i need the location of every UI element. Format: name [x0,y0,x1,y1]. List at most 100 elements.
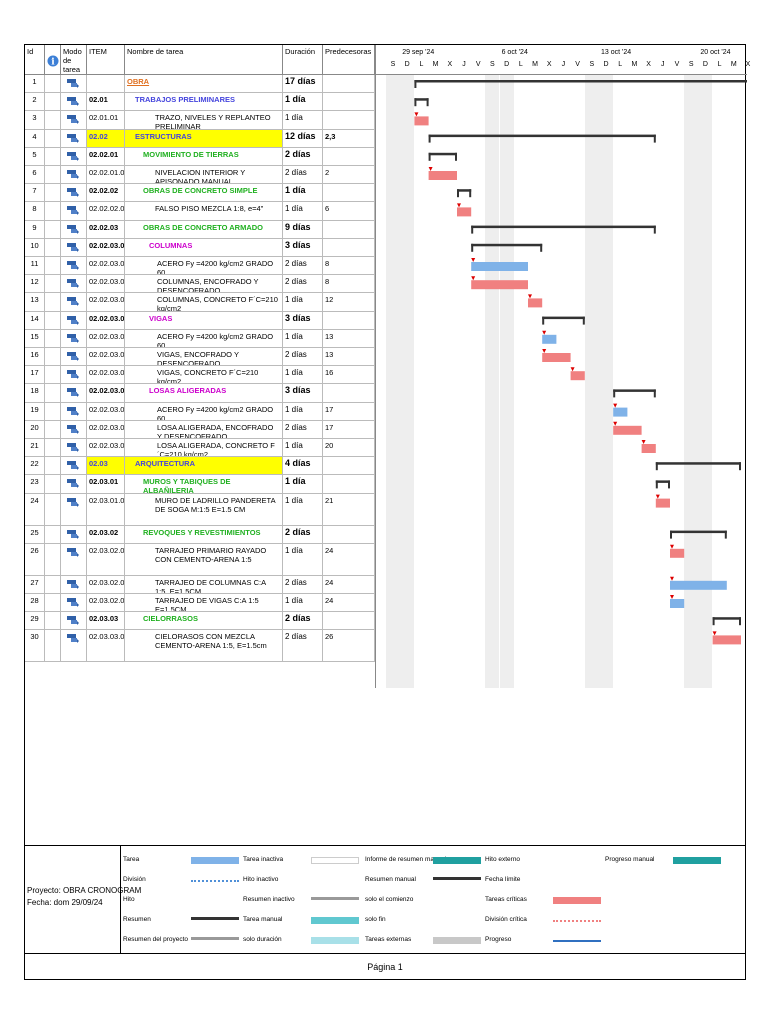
summary-bar[interactable] [471,225,656,234]
table-row[interactable]: 22 02.03 ARQUITECTURA 4 días [25,457,375,476]
row-item: 02.03.02 [87,525,125,543]
table-row[interactable]: 2 02.01 TRABAJOS PRELIMINARES 1 día [25,93,375,112]
row-id-text: 10 [30,240,39,250]
task-bar[interactable] [471,262,528,271]
summary-bar[interactable] [414,80,747,88]
row-duration: 1 día [283,439,323,457]
critical-task-bar[interactable] [414,116,429,126]
day-label: X [447,61,453,68]
table-row[interactable]: 11 02.02.03.04.01 ACERO Fy =4200 kg/cm2 GR… [25,257,375,276]
row-item: 02.02.03.07.01 [87,329,125,347]
task-mode-icon [67,151,79,161]
table-row[interactable]: 12 02.02.03.04.02 COLUMNAS, ENCOFRADO Y DE… [25,275,375,294]
critical-task-bar[interactable] [641,444,656,453]
table-row[interactable]: 10 02.02.03.04 COLUMNAS 3 días [25,238,375,257]
row-name-text: MUROS Y TABIQUES DE ALBAÑILERIA [143,477,231,493]
table-row[interactable]: 15 02.02.03.07.01 ACERO Fy =4200 kg/cm2 GR… [25,329,375,348]
row-item: 02.02.03.09 [87,384,125,402]
task-bar[interactable] [613,407,628,417]
row-item: 02.02.03.09.04 [87,439,125,457]
row-predecessors [323,525,375,543]
critical-task-bar[interactable] [570,371,585,381]
table-row[interactable]: 6 02.02.01.03 NIVELACION INTERIOR Y APISON… [25,166,375,185]
summary-bar[interactable] [414,98,429,107]
table-row[interactable]: 17 02.02.03.07.03 VIGAS, CONCRETO F´C=210 … [25,366,375,385]
critical-task-bar[interactable] [655,498,670,508]
table-row[interactable]: 16 02.02.03.07.02 VIGAS, ENCOFRADO Y DESEN… [25,348,375,367]
legend-label: solo el comienzo [365,896,414,903]
row-id: 12 [25,275,45,293]
table-row[interactable]: 29 02.03.03 CIELORRASOS 2 días [25,612,375,631]
row-name: VIGAS, CONCRETO F´C=210 kg/cm2 [125,366,283,384]
row-predecessors-text: 13 [325,350,334,359]
table-row[interactable]: 27 02.03.02.04 TARRAJEO DE COLUMNAS C:A 1:… [25,575,375,594]
row-predecessors [323,311,375,329]
table-row[interactable]: 3 02.01.01 TRAZO, NIVELES Y REPLANTEO PREL… [25,111,375,130]
summary-bar[interactable] [670,530,727,539]
task-bar[interactable] [670,599,685,608]
link-arrow [613,421,618,426]
row-id: 18 [25,384,45,402]
table-row[interactable]: 23 02.03.01 MUROS Y TABIQUES DE ALBAÑILERI… [25,475,375,494]
row-predecessors: 16 [323,366,375,384]
link-arrow [457,203,461,208]
critical-task-bar[interactable] [471,280,528,290]
summary-bar[interactable] [613,389,656,398]
row-duration-text: 2 días [285,526,311,537]
critical-task-bar[interactable] [457,207,472,217]
table-row[interactable]: 13 02.02.03.04.03 COLUMNAS, CONCRETO F´C=2… [25,293,375,312]
table-row[interactable]: 21 02.02.03.09.04 LOSA ALIGERADA, CONCRETO… [25,439,375,458]
critical-task-bar[interactable] [428,171,457,180]
table-row[interactable]: 14 02.02.03.07 VIGAS 3 días [25,311,375,330]
table-row[interactable]: 4 02.02 ESTRUCTURAS 12 días 2,3 [25,129,375,148]
row-info [45,630,61,662]
table-row[interactable]: 1 OBRA 17 días [25,75,375,94]
critical-task-bar[interactable] [670,548,685,558]
day-label: D [404,61,410,68]
row-name: ARQUITECTURA [125,457,283,475]
table-row[interactable]: 7 02.02.02 OBRAS DE CONCRETO SIMPLE 1 día [25,184,375,203]
task-bar[interactable] [670,580,727,590]
legend-label: Resumen del proyecto [123,936,189,943]
table-row[interactable]: 30 02.03.03.01 CIELORASOS CON MEZCLA CEMEN… [25,630,375,663]
link-arrow [655,494,660,499]
summary-bar[interactable] [542,316,585,325]
table-row[interactable]: 18 02.02.03.09 LOSAS ALIGERADAS 3 días [25,384,375,403]
table-row[interactable]: 19 02.02.03.09.01 ACERO Fy =4200 kg/cm2 GR… [25,402,375,421]
summary-bar[interactable] [712,617,741,626]
summary-bar[interactable] [457,189,472,198]
row-predecessors [323,457,375,475]
row-mode [61,293,87,311]
legend-label: Tarea manual [243,916,283,923]
critical-task-bar[interactable] [542,353,571,362]
table-row[interactable]: 28 02.03.02.05 TARRAJEO DE VIGAS C:A 1:5 E… [25,594,375,613]
row-predecessors-text: 24 [325,596,334,605]
task-bar[interactable] [542,334,557,344]
legend-label: Informe de resumen manual [365,856,447,863]
table-row[interactable]: 20 02.02.03.09.02 LOSA ALIGERADA, ENCOFRAD… [25,420,375,439]
row-item-text: 02.02.01.03 [89,168,125,177]
row-predecessors-text: 20 [325,441,334,450]
weekend-column [400,75,415,688]
table-row[interactable]: 9 02.02.03 OBRAS DE CONCRETO ARMADO 9 días [25,220,375,239]
critical-task-bar[interactable] [613,425,642,435]
summary-bar[interactable] [428,152,457,161]
critical-task-bar[interactable] [712,635,741,645]
summary-bar[interactable] [655,462,741,471]
table-row[interactable]: 25 02.03.02 REVOQUES Y REVESTIMIENTOS 2 día… [25,525,375,544]
summary-bar[interactable] [471,243,543,252]
critical-task-bar[interactable] [528,298,543,308]
table-row[interactable]: 26 02.03.02.01 TARRAJEO PRIMARIO RAYADO CO… [25,543,375,576]
row-predecessors-text: 13 [325,331,334,341]
row-predecessors: 26 [323,630,375,662]
row-name-text: TRAZO, NIVELES Y REPLANTEO PRELIMINAR [155,113,271,129]
table-row[interactable]: 24 02.03.01.02 MURO DE LADRILLO PANDERETA … [25,493,375,526]
row-name-text: OBRAS DE CONCRETO SIMPLE [143,186,258,196]
summary-bar[interactable] [428,134,656,143]
row-mode [61,111,87,129]
row-id: 14 [25,311,45,329]
table-row[interactable]: 8 02.02.02.03 FALSO PISO MEZCLA 1:8, e=4" 1… [25,202,375,221]
table-row[interactable]: 5 02.02.01 MOVIMIENTO DE TIERRAS 2 días [25,147,375,166]
row-duration-text: 2 días [285,168,307,177]
summary-bar[interactable] [655,480,670,489]
